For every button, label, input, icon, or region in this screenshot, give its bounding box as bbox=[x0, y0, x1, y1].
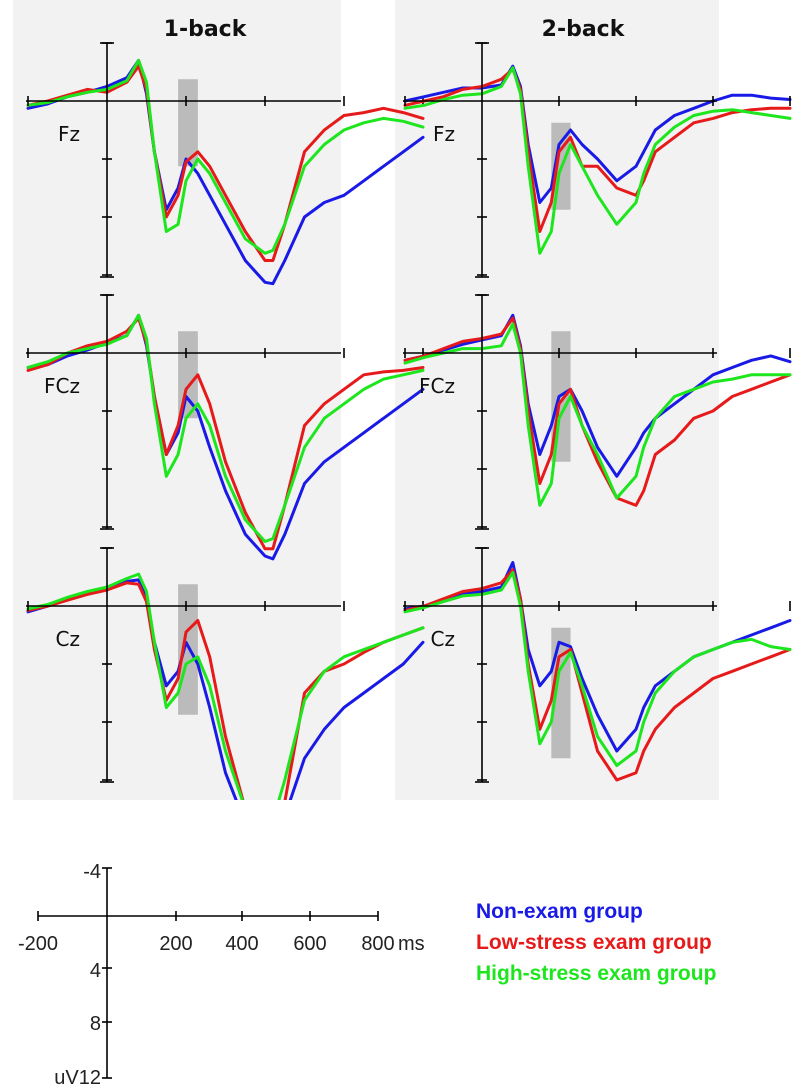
erp-trace-2-back-cz-series-2 bbox=[403, 571, 792, 767]
scale-y-tick-label: 4 bbox=[90, 960, 101, 982]
channel-label-2-back-fz: Fz bbox=[433, 122, 455, 146]
erp-panels: Fz FCz Cz Fz FCz Cz bbox=[26, 42, 792, 800]
erp-trace-1-back-cz-series-1 bbox=[26, 581, 425, 800]
scale-y-tick-label: -4 bbox=[83, 861, 101, 883]
scale-x-tick-label: 600 bbox=[293, 933, 326, 955]
channel-label-1-back-fz: Fz bbox=[58, 122, 80, 146]
channel-label-1-back-cz: Cz bbox=[56, 627, 80, 651]
erp-trace-1-back-fz-series-0 bbox=[26, 58, 425, 286]
scale-ticks bbox=[37, 867, 379, 1079]
scale-x-tick-label: 800 bbox=[361, 933, 394, 955]
svg-text:uV12: uV12 bbox=[54, 1067, 101, 1089]
erp-trace-1-back-fcz-series-1 bbox=[26, 316, 425, 551]
scale-y-tick-label: 8 bbox=[90, 1013, 101, 1035]
scale-x-tick-label: -200 bbox=[18, 933, 58, 955]
condition-title-2-back: 2-back bbox=[542, 17, 626, 42]
legend-item-high-stress: High-stress exam group bbox=[476, 962, 717, 985]
scale-x-unit: ms bbox=[398, 933, 425, 955]
analysis-window-1-back-cz bbox=[178, 584, 198, 715]
legend-item-low-stress: Low-stress exam group bbox=[476, 931, 712, 954]
condition-title-1-back: 1-back bbox=[164, 17, 248, 42]
channel-label-2-back-cz: Cz bbox=[431, 627, 455, 651]
panel-background-1-back bbox=[13, 0, 341, 800]
erp-figure: 1-back 2-back Fz FCz Cz Fz FCz Cz bbox=[13, 0, 792, 800]
scale-x-tick-label: 400 bbox=[225, 933, 258, 955]
legend: Non-exam group Low-stress exam group Hig… bbox=[476, 896, 716, 989]
erp-trace-1-back-fz-series-1 bbox=[26, 64, 425, 262]
channel-label-2-back-fcz: FCz bbox=[419, 374, 455, 398]
scale-bar: -200 200 400 600 800 ms -4 4 8 uV12 bbox=[18, 861, 425, 1089]
erp-trace-2-back-fz-series-1 bbox=[403, 67, 792, 233]
erp-trace-2-back-fcz-series-2 bbox=[403, 322, 792, 507]
erp-trace-1-back-cz-series-2 bbox=[26, 572, 425, 800]
scale-y-tick-label: 12 bbox=[79, 1067, 101, 1089]
erp-trace-1-back-fz-series-2 bbox=[26, 58, 425, 255]
legend-item-non-exam: Non-exam group bbox=[476, 900, 643, 923]
scale-y-unit: uV bbox=[54, 1067, 79, 1089]
erp-trace-2-back-fz-series-2 bbox=[403, 66, 792, 255]
erp-trace-2-back-fz-series-0 bbox=[403, 64, 792, 204]
channel-label-1-back-fcz: FCz bbox=[44, 374, 80, 398]
scale-x-tick-label: 200 bbox=[159, 933, 192, 955]
erp-trace-1-back-fcz-series-2 bbox=[26, 313, 425, 543]
